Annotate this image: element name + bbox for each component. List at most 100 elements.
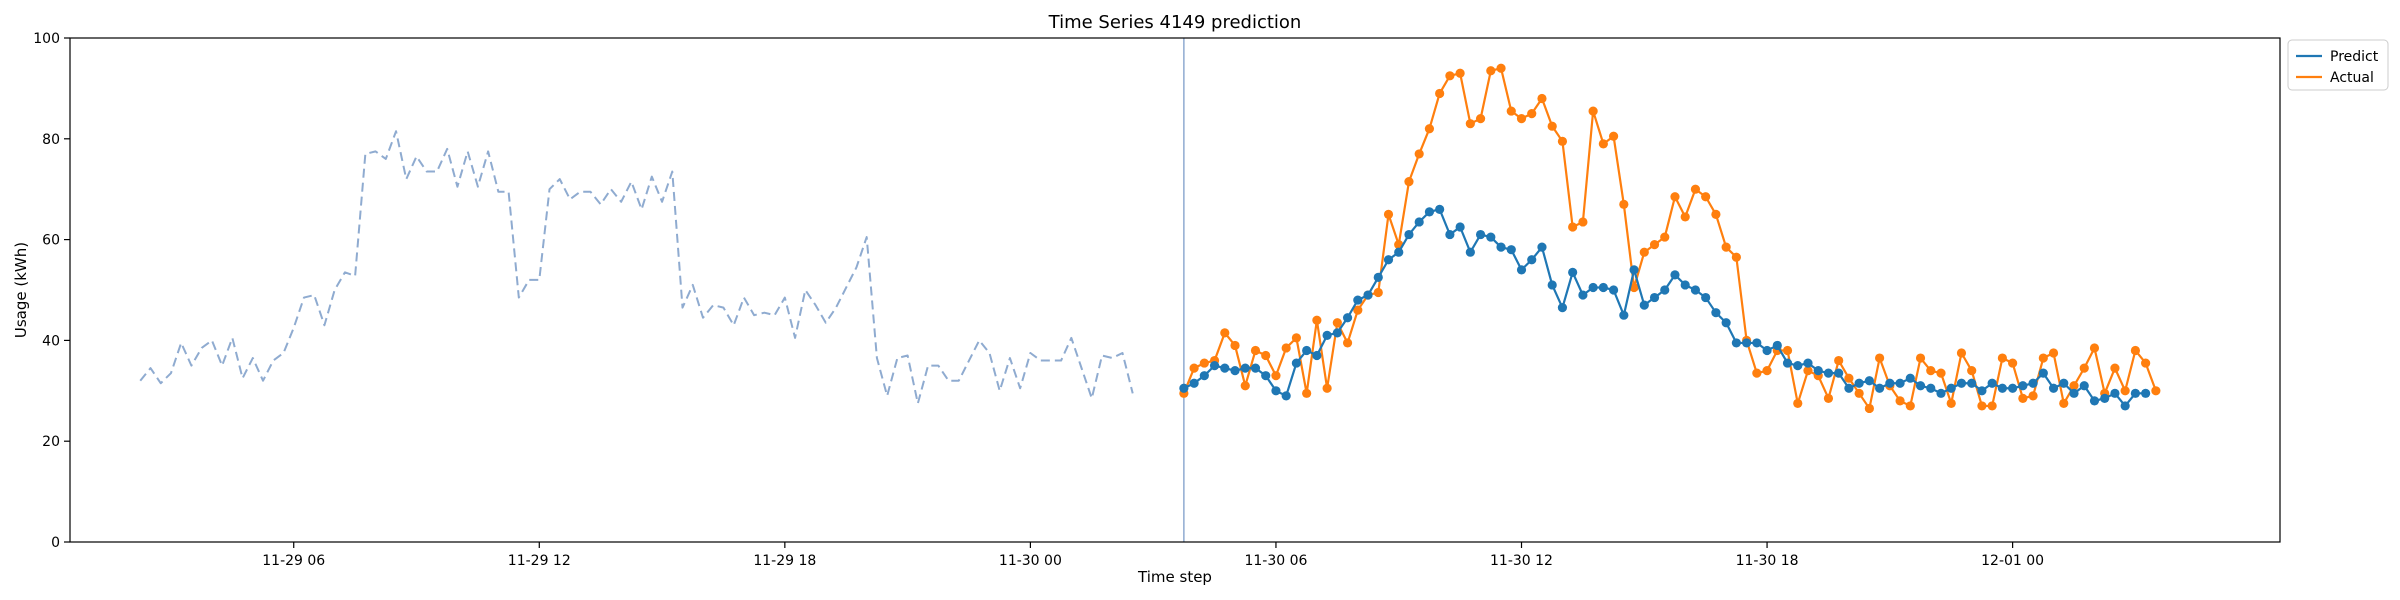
- actual-point: [2069, 381, 2079, 391]
- predict-point: [1179, 383, 1189, 393]
- x-tick-label: 11-30 06: [1244, 553, 1307, 569]
- actual-line: [1182, 67, 2157, 410]
- predict-point: [1639, 300, 1649, 310]
- actual-point: [1424, 124, 1435, 134]
- predict-point: [1189, 378, 1199, 388]
- predict-point: [1568, 267, 1578, 277]
- actual-point: [1302, 388, 1312, 398]
- chart-title: Time Series 4149 prediction: [1048, 12, 1302, 33]
- actual-point: [1987, 401, 1997, 411]
- predict-point: [1516, 265, 1527, 275]
- actual-point: [1281, 343, 1291, 353]
- actual-point: [2048, 348, 2059, 358]
- actual-point: [1568, 222, 1578, 232]
- predict-point: [1997, 383, 2007, 393]
- y-tick-label: 20: [42, 434, 60, 450]
- actual-point: [1752, 368, 1762, 378]
- actual-point: [1230, 340, 1240, 351]
- predict-point: [1772, 340, 1782, 351]
- actual-point: [1649, 240, 1660, 250]
- predict-point: [1394, 247, 1404, 257]
- predict-point: [1803, 358, 1813, 368]
- predict-point: [1946, 383, 1956, 393]
- predict-point: [1905, 373, 1915, 383]
- predict-point: [2059, 378, 2069, 388]
- predict-point: [1926, 383, 1936, 393]
- actual-point: [2079, 363, 2089, 373]
- predict-point: [1762, 345, 1772, 356]
- actual-point: [1762, 366, 1772, 376]
- x-tick-label: 11-29 12: [508, 553, 571, 569]
- actual-point: [1905, 401, 1915, 411]
- predict-point: [1475, 229, 1486, 240]
- predict-point: [1435, 204, 1445, 214]
- plot-area: [139, 38, 2161, 542]
- actual-point: [1465, 119, 1475, 129]
- predict-point: [1967, 378, 1977, 388]
- actual-point: [1475, 114, 1486, 124]
- actual-point: [1690, 184, 1701, 194]
- predict-point: [1588, 282, 1598, 293]
- predict-point: [2089, 396, 2100, 406]
- predict-point: [1608, 285, 1619, 295]
- actual-point: [2110, 363, 2120, 373]
- actual-point: [2089, 343, 2100, 353]
- predict-point: [1864, 376, 1874, 386]
- actual-point: [1926, 366, 1936, 376]
- x-tick-label: 12-01 00: [1981, 553, 2044, 569]
- legend-label-actual: Actual: [2330, 70, 2374, 86]
- predict-point: [1670, 270, 1680, 280]
- actual-point: [1220, 328, 1230, 338]
- predict-point: [1660, 285, 1670, 295]
- predict-point: [1834, 368, 1844, 378]
- actual-point: [2038, 353, 2048, 363]
- y-tick-label: 60: [42, 233, 60, 249]
- predict-point: [1363, 290, 1373, 300]
- predict-point: [1649, 292, 1660, 303]
- predict-point: [2008, 383, 2018, 393]
- actual-point: [2151, 386, 2161, 396]
- predict-point: [1342, 313, 1353, 323]
- predict-point: [1220, 363, 1230, 373]
- history-line: [139, 130, 1134, 405]
- y-axis-label: Usage (kWh): [12, 242, 30, 338]
- actual-point: [1435, 88, 1445, 99]
- predict-point: [1598, 282, 1608, 293]
- predict-point: [2141, 388, 2151, 398]
- predict-point: [1742, 338, 1752, 348]
- actual-point: [1240, 381, 1250, 391]
- predict-point: [1414, 217, 1424, 227]
- actual-point: [1864, 403, 1874, 414]
- predict-point: [1455, 222, 1465, 232]
- predict-point: [1445, 229, 1455, 240]
- predict-point: [1506, 245, 1516, 255]
- predict-point: [1813, 366, 1823, 376]
- actual-point: [1445, 71, 1455, 81]
- actual-point: [1588, 106, 1598, 116]
- predict-point: [1936, 388, 1946, 398]
- actual-point: [1383, 209, 1394, 219]
- predict-point: [1281, 391, 1291, 401]
- predict-point: [2028, 378, 2038, 388]
- predict-point: [1230, 366, 1240, 376]
- predict-point: [1885, 378, 1895, 388]
- actual-point: [1261, 350, 1271, 361]
- actual-point: [2018, 393, 2028, 403]
- predict-point: [1557, 303, 1568, 313]
- predict-point: [1578, 290, 1588, 300]
- predict-point: [1250, 363, 1261, 373]
- actual-point: [1619, 199, 1629, 209]
- actual-point: [1660, 232, 1670, 242]
- actual-point: [1721, 242, 1731, 252]
- actual-point: [1404, 177, 1414, 187]
- predict-point: [2069, 388, 2079, 398]
- actual-point: [1271, 371, 1281, 381]
- actual-point: [1547, 121, 1557, 131]
- actual-point: [1414, 149, 1424, 159]
- actual-point: [2028, 391, 2038, 401]
- actual-point: [2141, 358, 2151, 368]
- predict-point: [1854, 378, 1864, 388]
- actual-point: [1803, 366, 1813, 376]
- predict-point: [1424, 207, 1435, 217]
- series-actual: [1179, 63, 2161, 414]
